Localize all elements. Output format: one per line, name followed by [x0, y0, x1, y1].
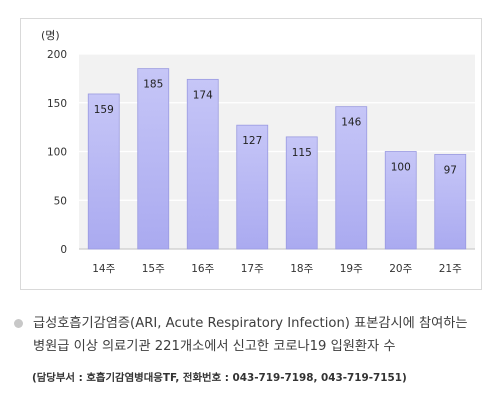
bar: [186, 78, 219, 250]
bar: [384, 151, 417, 250]
bar: [434, 154, 467, 250]
contact-info: (담당부서 : 호흡기감염병대응TF, 전화번호 : 043-719-7198,…: [32, 372, 407, 384]
data-label: 97: [444, 164, 457, 176]
data-label: 185: [143, 79, 163, 91]
data-label: 100: [391, 162, 411, 174]
data-label: 174: [193, 89, 213, 101]
bar: [236, 124, 269, 250]
bar: [87, 93, 120, 250]
x-tick-label: 21주: [439, 263, 462, 275]
data-label: 159: [94, 104, 114, 116]
y-tick-label: 150: [47, 98, 67, 110]
x-tick-label: 14주: [92, 263, 115, 275]
data-label: 115: [292, 147, 312, 159]
x-tick-label: 20주: [389, 263, 412, 275]
bar-chart: 0 50 100 150 200 (명) 159 14주 185 15주 174 16주 127 17주 1…: [41, 29, 475, 275]
caption-line-1: 급성호흡기감염증(ARI, Acute Respiratory Infectio…: [33, 316, 468, 331]
bar: [137, 68, 170, 250]
x-tick-label: 16주: [191, 263, 214, 275]
x-tick-label: 18주: [290, 263, 313, 275]
circle-bullet-icon: [14, 319, 23, 328]
bar: [335, 106, 368, 250]
y-tick-label: 50: [54, 195, 67, 207]
x-tick-label: 17주: [241, 263, 264, 275]
y-tick-label: 0: [60, 244, 67, 256]
caption-text: 급성호흡기감염증(ARI, Acute Respiratory Infectio…: [33, 312, 468, 358]
data-label: 127: [242, 135, 262, 147]
y-axis-unit-label: (명): [41, 29, 60, 42]
y-tick-label: 200: [47, 49, 67, 61]
x-tick-label: 15주: [142, 263, 165, 275]
chart-frame: 0 50 100 150 200 (명) 159 14주 185 15주 174 16주 127 17주 1…: [20, 18, 482, 290]
data-label: 146: [341, 117, 361, 129]
chart-caption: 급성호흡기감염증(ARI, Acute Respiratory Infectio…: [14, 312, 494, 358]
bar: [285, 136, 318, 250]
y-tick-label: 100: [47, 147, 67, 159]
caption-line-2: 병원급 이상 의료기관 221개소에서 신고한 코로나19 입원환자 수: [33, 339, 396, 354]
x-tick-label: 19주: [340, 263, 363, 275]
